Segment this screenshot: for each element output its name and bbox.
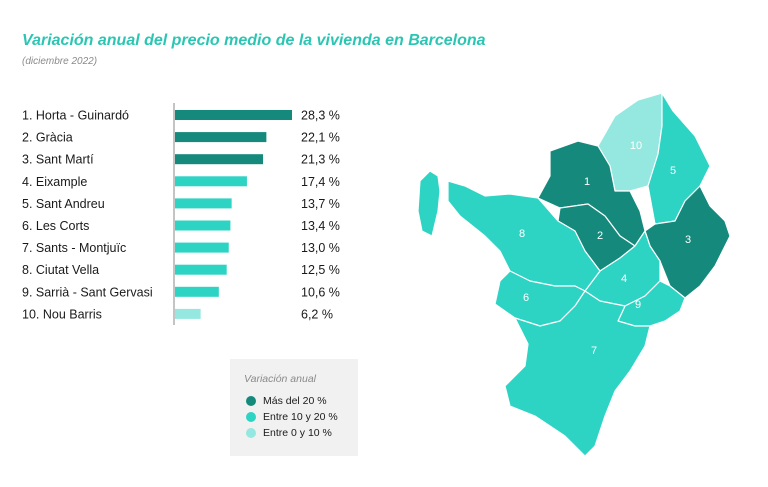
bar-value-label: 22,1 % (301, 131, 340, 145)
bar-category-label: 3. Sant Martí (22, 153, 94, 167)
bar-category-label: 7. Sants - Montjuïc (22, 241, 126, 255)
map-label-9: 9 (635, 299, 641, 311)
legend-item-mid: Entre 10 y 20 % (246, 411, 338, 423)
bar-category-label: 5. Sant Andreu (22, 197, 105, 211)
map-label-7: 7 (591, 345, 597, 357)
bar-value-label: 13,7 % (301, 197, 340, 211)
legend: Variación anual Más del 20 % Entre 10 y … (230, 359, 358, 456)
bar-value-label: 13,0 % (301, 241, 340, 255)
chart-subtitle: (diciembre 2022) (22, 56, 98, 67)
legend-label-high: Más del 20 % (263, 395, 327, 407)
bar-category-label: 10. Nou Barris (22, 307, 102, 321)
bar (175, 110, 292, 120)
map-label-5: 5 (670, 165, 676, 177)
bar-value-label: 6,2 % (301, 307, 333, 321)
legend-label-mid: Entre 10 y 20 % (263, 411, 338, 423)
chart-title: Variación anual del precio medio de la v… (22, 32, 486, 49)
legend-dot-mid (246, 412, 256, 422)
legend-title: Variación anual (244, 373, 316, 385)
bar-category-label: 1. Horta - Guinardó (22, 109, 129, 123)
bar-category-label: 4. Eixample (22, 175, 87, 189)
map-district-labels: 1 2 3 4 5 6 7 8 9 10 (519, 140, 691, 357)
bar (175, 154, 264, 165)
legend-dot-high (246, 396, 256, 406)
map-label-10: 10 (630, 140, 642, 152)
bar (175, 286, 219, 297)
bar (175, 264, 227, 275)
map-label-4: 4 (621, 273, 627, 285)
bar-category-label: 2. Gràcia (22, 131, 73, 145)
map-label-6: 6 (523, 292, 529, 304)
bar (175, 308, 201, 319)
district-map: 1 2 3 4 5 6 7 8 9 10 (417, 92, 731, 457)
bar (175, 176, 247, 187)
map-label-8: 8 (519, 228, 525, 240)
map-district-8-detached (417, 170, 441, 237)
bar-category-label: 8. Ciutat Vella (22, 263, 99, 277)
bar-value-label: 10,6 % (301, 285, 340, 299)
legend-item-low: Entre 0 y 10 % (246, 427, 332, 439)
bar-value-label: 17,4 % (301, 175, 340, 189)
bar-value-label: 12,5 % (301, 263, 340, 277)
bar (175, 220, 231, 231)
bar (175, 132, 267, 143)
bar-value-label: 21,3 % (301, 153, 340, 167)
bar-chart: 1. Horta - Guinardó 28,3 % 2. Gràcia 22,1 %… (22, 103, 340, 325)
bar-value-label: 13,4 % (301, 219, 340, 233)
map-label-2: 2 (597, 230, 603, 242)
bar-category-label: 6. Les Corts (22, 219, 89, 233)
map-label-1: 1 (584, 176, 590, 188)
legend-label-low: Entre 0 y 10 % (263, 427, 332, 439)
bar (175, 242, 229, 253)
bar (175, 198, 232, 209)
legend-item-high: Más del 20 % (246, 395, 327, 407)
bar-value-label: 28,3 % (301, 109, 340, 123)
map-label-3: 3 (685, 234, 691, 246)
bar-category-label: 9. Sarrià - Sant Gervasi (22, 285, 153, 299)
map-district-7 (504, 290, 651, 457)
legend-dot-low (246, 428, 256, 438)
